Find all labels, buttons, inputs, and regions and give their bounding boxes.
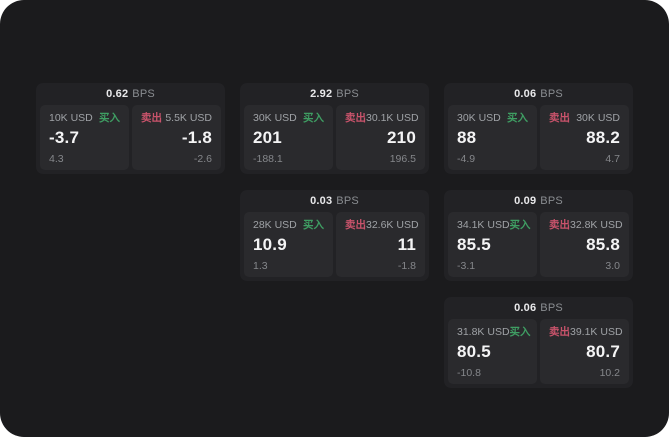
bps-unit-label: BPS	[336, 88, 359, 100]
bps-unit-label: BPS	[540, 88, 563, 100]
sell-panel[interactable]: 卖出 5.5K USD -1.8 -2.6	[132, 105, 221, 170]
sell-tag: 卖出	[549, 219, 570, 231]
buy-price: -3.7	[49, 128, 80, 148]
buy-amount-label: 10K USD	[49, 112, 93, 124]
sell-sub-value: -1.8	[397, 259, 416, 272]
quote-card: 0.06 BPS 30K USD 买入 88 -4.9 卖出 30K USD 8…	[444, 83, 633, 174]
sell-tag: 卖出	[549, 112, 570, 124]
buy-sub-value: -4.9	[457, 152, 476, 165]
buy-price: 80.5	[457, 342, 491, 362]
sell-amount-label: 32.6K USD	[366, 219, 419, 231]
buy-sub-value: -188.1	[253, 152, 283, 165]
sell-tag: 卖出	[141, 112, 162, 124]
buy-amount-label: 30K USD	[457, 112, 501, 124]
sell-tag: 卖出	[549, 326, 570, 338]
cards-grid: 0.62 BPS 10K USD 买入 -3.7 4.3 卖出 5.5K USD…	[36, 83, 633, 388]
buy-amount-label: 30K USD	[253, 112, 297, 124]
bps-unit-label: BPS	[540, 195, 563, 207]
sell-sub-value: 196.5	[389, 152, 416, 165]
card-bps-header: 0.06 BPS	[448, 297, 629, 319]
bps-value: 0.06	[514, 88, 537, 100]
sell-sub-value: 4.7	[605, 152, 620, 165]
sell-panel[interactable]: 卖出 32.8K USD 85.8 3.0	[540, 212, 629, 277]
quote-panels: 28K USD 买入 10.9 1.3 卖出 32.6K USD 11 -1.8	[244, 212, 425, 277]
buy-panel[interactable]: 34.1K USD 买入 85.5 -3.1	[448, 212, 537, 277]
sell-tag: 卖出	[345, 219, 366, 231]
buy-panel[interactable]: 30K USD 买入 201 -188.1	[244, 105, 333, 170]
bps-value: 2.92	[310, 88, 333, 100]
quote-panels: 10K USD 买入 -3.7 4.3 卖出 5.5K USD -1.8 -2.…	[40, 105, 221, 170]
buy-price: 85.5	[457, 235, 491, 255]
buy-tag: 买入	[507, 112, 528, 124]
buy-amount-label: 31.8K USD	[457, 326, 510, 338]
sell-sub-value: 3.0	[605, 259, 620, 272]
buy-amount-label: 34.1K USD	[457, 219, 510, 231]
quote-card: 0.03 BPS 28K USD 买入 10.9 1.3 卖出 32.6K US…	[240, 190, 429, 281]
sell-price: 11	[397, 235, 416, 255]
sell-price: 80.7	[586, 342, 620, 362]
buy-tag: 买入	[509, 219, 531, 231]
card-bps-header: 2.92 BPS	[244, 83, 425, 105]
buy-sub-value: -10.8	[457, 366, 481, 379]
buy-price: 88	[457, 128, 477, 148]
sell-panel[interactable]: 卖出 30K USD 88.2 4.7	[540, 105, 629, 170]
quote-card: 2.92 BPS 30K USD 买入 201 -188.1 卖出 30.1K …	[240, 83, 429, 174]
sell-price: 85.8	[586, 235, 620, 255]
buy-panel[interactable]: 28K USD 买入 10.9 1.3	[244, 212, 333, 277]
quote-panels: 30K USD 买入 201 -188.1 卖出 30.1K USD 210 1…	[244, 105, 425, 170]
quote-panels: 31.8K USD 买入 80.5 -10.8 卖出 39.1K USD 80.…	[448, 319, 629, 384]
sell-panel[interactable]: 卖出 32.6K USD 11 -1.8	[336, 212, 425, 277]
buy-panel[interactable]: 31.8K USD 买入 80.5 -10.8	[448, 319, 537, 384]
sell-sub-value: -2.6	[193, 152, 212, 165]
quote-card: 0.09 BPS 34.1K USD 买入 85.5 -3.1 卖出 32.8K…	[444, 190, 633, 281]
quote-card: 0.06 BPS 31.8K USD 买入 80.5 -10.8 卖出 39.1…	[444, 297, 633, 388]
card-bps-header: 0.62 BPS	[40, 83, 221, 105]
buy-tag: 买入	[303, 219, 324, 231]
quote-card: 0.62 BPS 10K USD 买入 -3.7 4.3 卖出 5.5K USD…	[36, 83, 225, 174]
bps-value: 0.09	[514, 195, 537, 207]
sell-amount-label: 39.1K USD	[570, 326, 623, 338]
card-bps-header: 0.03 BPS	[244, 190, 425, 212]
sell-tag: 卖出	[345, 112, 366, 124]
card-bps-header: 0.09 BPS	[448, 190, 629, 212]
buy-amount-label: 28K USD	[253, 219, 297, 231]
sell-amount-label: 30K USD	[576, 112, 620, 124]
buy-tag: 买入	[303, 112, 324, 124]
bps-value: 0.62	[106, 88, 129, 100]
buy-panel[interactable]: 30K USD 买入 88 -4.9	[448, 105, 537, 170]
card-bps-header: 0.06 BPS	[448, 83, 629, 105]
sell-amount-label: 32.8K USD	[570, 219, 623, 231]
sell-sub-value: 10.2	[599, 366, 620, 379]
buy-sub-value: -3.1	[457, 259, 476, 272]
buy-tag: 买入	[509, 326, 531, 338]
bps-unit-label: BPS	[132, 88, 155, 100]
sell-price: -1.8	[181, 128, 212, 148]
sell-panel[interactable]: 卖出 39.1K USD 80.7 10.2	[540, 319, 629, 384]
sell-price: 210	[387, 128, 416, 148]
sell-amount-label: 5.5K USD	[165, 112, 212, 124]
sell-price: 88.2	[586, 128, 620, 148]
buy-tag: 买入	[99, 112, 120, 124]
bps-unit-label: BPS	[336, 195, 359, 207]
quote-panels: 34.1K USD 买入 85.5 -3.1 卖出 32.8K USD 85.8…	[448, 212, 629, 277]
bps-value: 0.06	[514, 302, 537, 314]
bps-unit-label: BPS	[540, 302, 563, 314]
buy-sub-value: 4.3	[49, 152, 64, 165]
buy-sub-value: 1.3	[253, 259, 268, 272]
sell-amount-label: 30.1K USD	[366, 112, 419, 124]
quote-panels: 30K USD 买入 88 -4.9 卖出 30K USD 88.2 4.7	[448, 105, 629, 170]
buy-panel[interactable]: 10K USD 买入 -3.7 4.3	[40, 105, 129, 170]
buy-price: 201	[253, 128, 282, 148]
sell-panel[interactable]: 卖出 30.1K USD 210 196.5	[336, 105, 425, 170]
bps-value: 0.03	[310, 195, 333, 207]
buy-price: 10.9	[253, 235, 287, 255]
